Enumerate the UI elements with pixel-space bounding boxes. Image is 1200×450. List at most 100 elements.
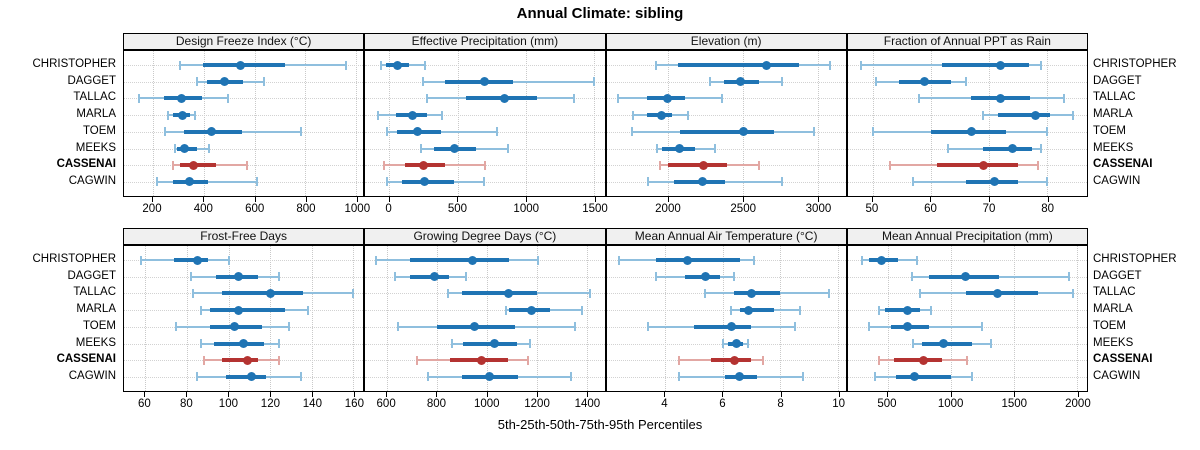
- interquartile-bar: [174, 258, 208, 262]
- interquartile-bar: [734, 291, 781, 296]
- median-dot: [408, 110, 418, 120]
- axis-tick-label: 80: [180, 398, 193, 410]
- whisker-cap-low: [659, 160, 662, 170]
- panel-plot: [364, 245, 606, 392]
- gridline-vertical: [930, 51, 932, 196]
- panel-band-2: CHRISTOPHER CHRISTOPHER DAGGET DAGGET TALLAC…: [0, 228, 1200, 414]
- whisker-cap-high: [580, 305, 583, 315]
- whisker-cap-high: [300, 127, 303, 137]
- median-dot: [938, 339, 948, 348]
- site-label-left: CASSENAI: [56, 353, 116, 366]
- whisker-cap-low: [910, 272, 913, 282]
- gridline-horizontal: [606, 148, 846, 150]
- whisker-cap-high: [344, 60, 347, 70]
- whisker-cap-low: [376, 110, 379, 120]
- site-label-right: TOEM: [1093, 124, 1127, 137]
- whisker-cap-low: [382, 160, 385, 170]
- axis-tick-label: 100: [218, 398, 238, 410]
- whisker-cap-high: [569, 372, 572, 382]
- median-dot: [699, 160, 708, 170]
- median-dot: [698, 177, 708, 187]
- site-label-right: CHRISTOPHER: [1093, 58, 1177, 70]
- gridline-vertical: [525, 51, 527, 196]
- whisker-cap-high: [352, 288, 355, 298]
- whisker-cap-low: [631, 110, 634, 120]
- gridline-horizontal: [606, 310, 846, 312]
- axis-tick-label: 160: [344, 398, 364, 410]
- whisker-cap-high: [989, 339, 992, 348]
- panel-strip-title: Fraction of Annual PPT as Rain: [883, 34, 1051, 48]
- median-dot: [1007, 144, 1017, 153]
- median-dot: [189, 160, 199, 170]
- panel-x-axis: 0 500 1000 1500: [364, 197, 608, 219]
- whisker-cap-low: [375, 255, 378, 265]
- axis-tick-label: 500: [447, 203, 467, 215]
- median-dot: [450, 144, 460, 153]
- whisker-cap-low: [504, 305, 507, 315]
- gridline-vertical: [1013, 246, 1015, 391]
- median-dot: [903, 305, 913, 315]
- site-label-right: MEEKS: [1093, 336, 1134, 349]
- axis-tick-label: 1000: [473, 398, 500, 410]
- axis-tick: [436, 392, 438, 397]
- interquartile-bar: [693, 324, 752, 329]
- panel-plot: [123, 245, 365, 392]
- whisker-cap-low: [175, 322, 178, 332]
- panel-strip-title: Growing Degree Days (°C): [413, 229, 557, 243]
- gridline-vertical: [389, 51, 391, 196]
- whisker-cap-low: [912, 177, 915, 187]
- axis-tick: [388, 197, 390, 202]
- axis-tick-label: 6: [719, 398, 726, 410]
- axis-tick-label: 600: [245, 203, 265, 215]
- whisker-cap-high: [589, 288, 592, 298]
- interquartile-bar: [997, 113, 1050, 118]
- median-dot: [966, 127, 976, 137]
- panel-x-axis: 500 1000 1500 2000: [847, 392, 1091, 414]
- median-dot: [503, 288, 513, 298]
- interquartile-bar: [444, 79, 514, 84]
- whisker-cap-low: [889, 160, 892, 170]
- site-label-right: TALLAC: [1093, 286, 1136, 299]
- gridline-horizontal: [365, 276, 605, 278]
- panel-strip-title: Design Freeze Index (°C): [175, 34, 312, 48]
- interquartile-bar: [209, 308, 285, 313]
- whisker-cap-high: [915, 255, 918, 265]
- whisker-cap-low: [419, 144, 422, 153]
- interquartile-bar: [409, 258, 510, 262]
- gridline-vertical: [743, 51, 745, 196]
- whisker-cap-low: [646, 322, 649, 332]
- whisker-cap-high: [227, 255, 230, 265]
- panel-plot: [846, 50, 1088, 197]
- whisker-cap-high: [761, 355, 764, 365]
- axis-tick-label: 4: [661, 398, 668, 410]
- median-dot: [1030, 110, 1040, 120]
- site-label-left: DAGGET: [67, 269, 116, 282]
- axis-tick: [1077, 392, 1079, 397]
- axis-tick: [203, 197, 205, 202]
- median-dot: [480, 77, 490, 87]
- whisker-cap-high: [812, 127, 815, 137]
- panel-strip: Effective Precipitation (mm): [364, 33, 606, 50]
- axis-tick: [664, 392, 666, 397]
- whisker-cap-low: [709, 77, 712, 87]
- site-label-left: MEEKS: [75, 141, 116, 154]
- axis-tick: [587, 392, 589, 397]
- median-dot: [184, 177, 194, 187]
- interquartile-bar: [226, 374, 266, 379]
- median-dot: [877, 255, 887, 265]
- axis-tick: [526, 197, 528, 202]
- whisker-cap-high: [1067, 272, 1070, 282]
- axis-tick-label: 1500: [582, 203, 608, 215]
- axis-tick-label: 60: [138, 398, 151, 410]
- median-dot: [485, 372, 495, 382]
- panel-strip: Fraction of Annual PPT as Rain: [846, 33, 1088, 50]
- median-dot: [469, 322, 479, 332]
- panel-strip-title: Elevation (m): [690, 34, 762, 48]
- median-dot: [663, 93, 673, 103]
- percentile-whisker: [387, 130, 498, 133]
- whisker-cap-high: [981, 322, 984, 332]
- median-dot: [418, 160, 428, 170]
- median-dot: [656, 110, 666, 120]
- site-label-right: TOEM: [1093, 319, 1127, 332]
- whisker-cap-high: [277, 355, 280, 365]
